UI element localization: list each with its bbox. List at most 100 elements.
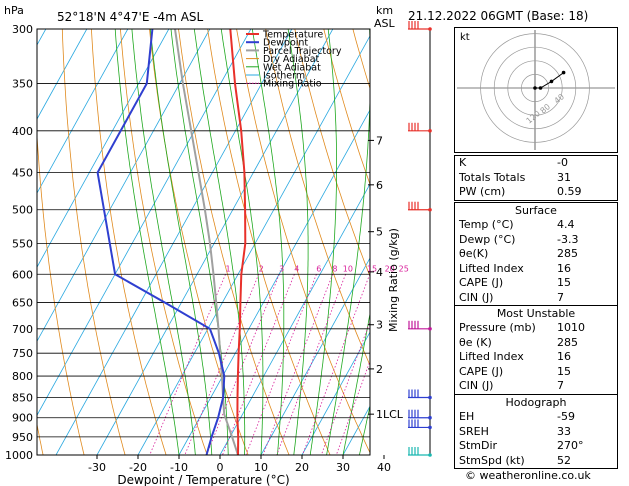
x-tick-label: -20: [129, 461, 147, 474]
isotherm: [55, 29, 293, 455]
isotherm: [37, 29, 88, 120]
copyright: © weatheronline.co.uk: [465, 469, 591, 482]
x-tick-label: 0: [217, 461, 224, 474]
surface-row: Temp (°C) 4.4: [455, 218, 617, 233]
hodograph-stat-label: EH: [459, 410, 475, 423]
plot-frame: [36, 28, 371, 456]
dry-adiabat: [178, 29, 290, 455]
temperature-line: [229, 29, 247, 455]
hodograph-stat-row: EH -59: [455, 410, 617, 425]
surface-value: -3.3: [557, 232, 579, 246]
wind-barb: [408, 201, 432, 212]
hodograph-table: Hodograph EH -59 SREH 33 StmDir 270° StmSpd (k…: [454, 394, 618, 469]
wet-adiabat: [170, 29, 229, 455]
pressure-tick-label: 350: [12, 78, 33, 91]
pressure-tick-label: 400: [12, 125, 33, 138]
hodograph-ring-label: 80: [539, 102, 553, 115]
surface-value: 4.4: [557, 218, 575, 231]
isotherm: [96, 29, 334, 455]
wind-barb: [408, 389, 432, 400]
most-unstable-label: CAPE (J): [459, 364, 504, 378]
legend-label: Mixing Ratio: [263, 79, 322, 90]
km-tick-label: 4: [376, 266, 383, 279]
wet-adiabat: [359, 404, 370, 455]
surface-row: CIN (J) 7: [455, 291, 617, 306]
surface-title: Surface: [515, 204, 557, 217]
surface-value: 7: [557, 290, 564, 304]
hodograph-table-title: Hodograph: [505, 396, 567, 409]
most-unstable-label: CIN (J): [459, 379, 494, 392]
wet-adiabat: [326, 29, 370, 455]
isotherm: [37, 29, 170, 268]
most-unstable-label: Lifted Index: [459, 350, 524, 363]
mixing-ratio-label: 8: [332, 264, 337, 273]
pressure-tick-label: 950: [12, 431, 33, 444]
index-value: 31: [557, 170, 571, 184]
pressure-tick-label: 1000: [5, 449, 33, 462]
dewpoint-line: [96, 29, 226, 455]
most-unstable-value: 285: [557, 335, 578, 349]
index-label: Totals Totals: [459, 170, 526, 184]
surface-row: θe(K) 285: [455, 247, 617, 262]
hodograph-stat-value: 270°: [557, 439, 584, 452]
isotherm: [37, 29, 252, 417]
most-unstable-row: θe (K) 285: [455, 336, 617, 351]
mixing-ratio-label: 6: [316, 264, 321, 273]
surface-label: Lifted Index: [459, 261, 524, 275]
legend-label: Isotherm: [263, 71, 305, 82]
plot-area: [37, 29, 370, 455]
legend-label: Dry Adiabat: [263, 54, 320, 65]
x-tick-label: 40: [377, 461, 391, 474]
index-row: PW (cm) 0.59: [455, 185, 617, 200]
hodograph-ring-label: 40: [553, 92, 567, 105]
most-unstable-title: Most Unstable: [496, 307, 576, 320]
km-tick-label: 2: [376, 363, 383, 376]
hodograph-stat-label: StmSpd (kt): [459, 453, 525, 467]
index-label: K: [459, 156, 467, 169]
pressure-tick-label: 550: [12, 237, 33, 250]
most-unstable-row: Lifted Index 16: [455, 350, 617, 365]
hodograph-stat-row: StmSpd (kt) 52: [455, 454, 617, 469]
dry-adiabat: [323, 29, 370, 186]
mixing-ratio-label: 10: [343, 264, 353, 273]
surface-label: Temp (°C): [459, 218, 514, 231]
isotherm: [137, 35, 370, 455]
surface-table: Surface Temp (°C) 4.4 Dewp (°C) -3.3 θe(K) 28…: [454, 202, 618, 306]
x-tick-label: 30: [336, 461, 350, 474]
surface-value: 16: [557, 261, 571, 275]
index-row: K -0: [455, 156, 617, 171]
legend-label: Parcel Trajectory: [263, 46, 342, 57]
wind-barb: [408, 122, 432, 133]
index-label: PW (cm): [459, 185, 506, 198]
mixing-ratio-label: 25: [399, 264, 409, 273]
pressure-tick-label: 500: [12, 204, 33, 217]
x-axis-label: Dewpoint / Temperature (°C): [117, 473, 289, 486]
pressure-tick-label: 450: [12, 166, 33, 179]
pressure-tick-label: 600: [12, 268, 33, 281]
dry-adiabat: [91, 29, 167, 455]
surface-value: 15: [557, 276, 571, 289]
hodograph-stat-row: StmDir 270°: [455, 439, 617, 454]
wet-adiabat: [309, 29, 338, 455]
x-tick-label: 10: [254, 461, 268, 474]
most-unstable-row: Pressure (mb) 1010: [455, 321, 617, 336]
mixing-ratio-line: [302, 274, 370, 455]
mixing-ratio-line: [149, 274, 226, 455]
hodograph-ring-label: 120: [525, 109, 542, 126]
mixing-ratio-line: [245, 274, 317, 455]
index-row: Totals Totals 31: [455, 171, 617, 186]
datetime-label: 21.12.2022 06GMT (Base: 18): [408, 9, 588, 23]
most-unstable-value: 7: [557, 379, 564, 392]
wind-barb: [408, 21, 432, 31]
most-unstable-value: 16: [557, 350, 571, 363]
mixing-ratio-line: [222, 274, 295, 455]
surface-value: 285: [557, 247, 578, 260]
hodograph-ring: [507, 60, 563, 116]
most-unstable-label: Pressure (mb): [459, 321, 536, 334]
wind-barb: [408, 419, 432, 430]
km-tick-label: 7: [376, 134, 383, 147]
pressure-tick-label: 850: [12, 391, 33, 404]
hodograph-point: [561, 70, 566, 75]
km-label: km: [376, 4, 393, 17]
